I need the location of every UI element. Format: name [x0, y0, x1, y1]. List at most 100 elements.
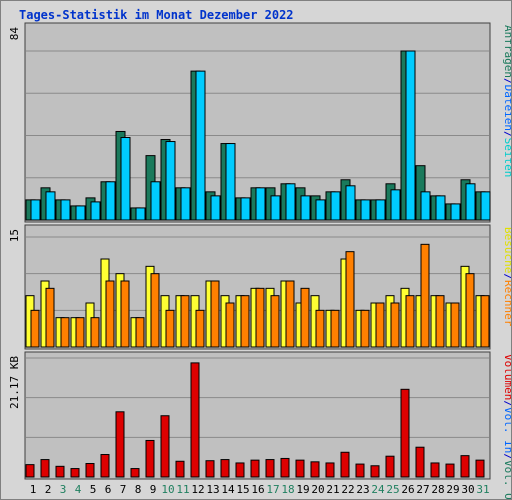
bar-rechner-day-1: [30, 309, 40, 348]
bar-dateien-day-17: [270, 195, 281, 221]
bar-dateien-day-21: [330, 191, 341, 221]
legend-entry: Rechner: [502, 280, 511, 327]
x-tick-label-day-3: 3: [60, 483, 67, 496]
bar-volumen-day-24: [370, 465, 380, 478]
bar-volumen-day-22: [340, 451, 350, 478]
bar-rechner-day-9: [150, 273, 160, 348]
bar-rechner-day-5: [90, 317, 100, 348]
bar-rechner-day-3: [60, 317, 70, 348]
bar-volumen-day-1: [25, 464, 35, 478]
bar-rechner-day-19: [300, 287, 310, 348]
legend-entry: /: [502, 453, 511, 460]
x-tick-label-day-6: 6: [105, 483, 112, 496]
bar-volumen-day-21: [325, 462, 335, 478]
bar-rechner-day-27: [420, 243, 430, 348]
x-tick-label-day-19: 19: [296, 483, 309, 496]
bar-dateien-day-11: [180, 187, 191, 221]
bar-volumen-day-14: [220, 459, 230, 478]
x-tick-label-day-23: 23: [356, 483, 369, 496]
bar-volumen-day-12: [190, 362, 200, 478]
bar-dateien-day-4: [75, 205, 86, 221]
legend-entry: /: [502, 131, 511, 138]
bar-volumen-day-3: [55, 465, 65, 478]
bar-dateien-day-2: [45, 191, 56, 221]
bar-rechner-day-31: [480, 295, 490, 348]
bar-volumen-day-27: [415, 446, 425, 478]
bar-dateien-day-20: [315, 199, 326, 221]
bar-volumen-day-31: [475, 459, 485, 478]
bar-dateien-day-8: [135, 207, 146, 221]
x-tick-label-day-16: 16: [251, 483, 264, 496]
x-tick-label-day-5: 5: [90, 483, 97, 496]
bar-dateien-day-15: [240, 197, 251, 221]
bar-rechner-day-8: [135, 317, 145, 348]
bar-rechner-day-25: [390, 302, 400, 348]
x-tick-label-day-18: 18: [281, 483, 294, 496]
bar-volumen-day-29: [445, 463, 455, 478]
x-tick-label-day-29: 29: [446, 483, 459, 496]
bar-volumen-day-17: [265, 459, 275, 478]
x-tick-label-day-12: 12: [191, 483, 204, 496]
x-tick-label-day-22: 22: [341, 483, 354, 496]
bar-rechner-day-12: [195, 309, 205, 348]
bar-rechner-day-4: [75, 317, 85, 348]
bar-dateien-day-27: [420, 191, 431, 221]
legend-middle: Besuche/Rechner: [502, 227, 511, 327]
x-axis-labels: 1 2 3 4 5 6 7 8 9 10 11 12 13 14 15 16 17 18 19 20 21 22 23 24 2…: [30, 483, 490, 496]
bar-dateien-day-7: [120, 137, 131, 221]
x-tick-label-day-20: 20: [311, 483, 324, 496]
panel-top: 84 Anfragen/Dateien/Seiten: [8, 22, 511, 223]
bar-rechner-day-28: [435, 295, 445, 348]
panel-middle: 15 Besuche/Rechner: [8, 224, 511, 350]
y-axis-max-label: 84: [8, 27, 21, 41]
x-tick-label-day-13: 13: [206, 483, 219, 496]
bar-volumen-day-5: [85, 463, 95, 478]
bar-volumen-day-30: [460, 455, 470, 478]
x-tick-label-day-9: 9: [150, 483, 157, 496]
bar-rechner-day-14: [225, 302, 235, 348]
bar-rechner-day-22: [345, 251, 355, 348]
bar-dateien-day-28: [435, 195, 446, 221]
x-tick-label-day-17: 17: [266, 483, 279, 496]
bar-volumen-day-13: [205, 460, 215, 478]
bar-rechner-day-17: [270, 295, 280, 348]
x-tick-label-day-7: 7: [120, 483, 127, 496]
bar-rechner-day-29: [450, 302, 460, 348]
bar-dateien-day-26: [405, 50, 416, 221]
x-tick-label-day-24: 24: [371, 483, 385, 496]
legend-top: Anfragen/Dateien/Seiten: [502, 25, 511, 177]
bar-dateien-day-30: [465, 183, 476, 221]
bar-rechner-day-21: [330, 309, 340, 348]
bar-volumen-day-11: [175, 460, 185, 478]
bar-dateien-day-18: [285, 183, 296, 221]
x-tick-label-day-10: 10: [161, 483, 174, 496]
bar-rechner-day-13: [210, 280, 220, 348]
bar-volumen-day-10: [160, 415, 170, 478]
bar-volumen-day-26: [400, 388, 410, 478]
bar-dateien-day-22: [345, 185, 356, 221]
bar-rechner-day-7: [120, 280, 130, 348]
x-tick-label-day-27: 27: [416, 483, 429, 496]
x-tick-label-day-2: 2: [45, 483, 52, 496]
legend-entry: Seiten: [502, 138, 511, 178]
bar-volumen-day-8: [130, 468, 140, 478]
legend-entry: Vol. In: [502, 407, 511, 453]
bar-volumen-day-16: [250, 459, 260, 478]
bar-rechner-day-16: [255, 287, 265, 348]
x-tick-label-day-21: 21: [326, 483, 339, 496]
bar-rechner-day-10: [165, 309, 175, 348]
bar-dateien-day-12: [195, 70, 206, 221]
x-tick-label-day-4: 4: [75, 483, 82, 496]
x-tick-label-day-11: 11: [176, 483, 189, 496]
legend-entry: /: [502, 273, 511, 280]
x-tick-label-day-8: 8: [135, 483, 142, 496]
legend-entry: Dateien: [502, 85, 511, 131]
bar-rechner-day-26: [405, 295, 415, 348]
bar-volumen-day-9: [145, 439, 155, 478]
bar-volumen-day-28: [430, 462, 440, 478]
x-tick-label-day-30: 30: [461, 483, 474, 496]
bar-dateien-day-5: [90, 201, 101, 221]
bar-dateien-day-29: [450, 203, 461, 221]
